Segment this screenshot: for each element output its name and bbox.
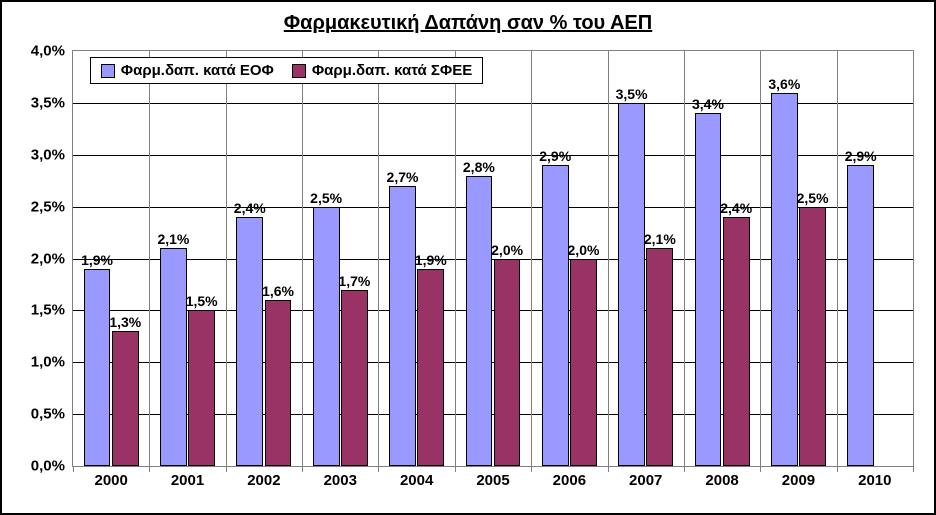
plot-wrapper: Φαρμ.δαπ. κατά ΕΟΦΦαρμ.δαπ. κατά ΣΦΕΕ 0,…: [72, 50, 914, 467]
bar-data-label: 1,3%: [109, 314, 141, 332]
x-tick-label: 2007: [629, 466, 662, 489]
y-tick-label: 0,5%: [31, 406, 73, 423]
bar-data-label: 2,0%: [568, 242, 600, 260]
x-tick-label: 2003: [324, 466, 357, 489]
x-tick-label: 2010: [858, 466, 891, 489]
y-tick-label: 3,0%: [31, 146, 73, 163]
legend-item: Φαρμ.δαπ. κατά ΕΟΦ: [101, 62, 274, 79]
bar: 2,4%: [236, 217, 263, 466]
bar: 1,3%: [112, 331, 139, 466]
x-tick-label: 2002: [247, 466, 280, 489]
bar-data-label: 2,1%: [644, 231, 676, 249]
x-divider: [149, 51, 150, 472]
x-tick-mark: [837, 466, 838, 472]
bar-data-label: 1,9%: [81, 252, 113, 270]
legend-swatch: [101, 64, 115, 78]
bar: 2,5%: [313, 207, 340, 466]
x-tick-label: 2006: [553, 466, 586, 489]
bar: 2,4%: [723, 217, 750, 466]
y-tick-label: 1,0%: [31, 354, 73, 371]
bar: 2,9%: [847, 165, 874, 466]
x-tick-mark: [149, 466, 150, 472]
bar: 2,1%: [160, 248, 187, 466]
bar: 2,8%: [466, 176, 493, 467]
x-tick-mark: [684, 466, 685, 472]
x-tick-label: 2001: [171, 466, 204, 489]
y-tick-label: 4,0%: [31, 43, 73, 60]
x-tick-label: 2005: [476, 466, 509, 489]
bar-data-label: 2,9%: [539, 148, 571, 166]
bar-data-label: 1,9%: [415, 252, 447, 270]
bar-data-label: 2,4%: [234, 200, 266, 218]
bar: 1,6%: [265, 300, 292, 466]
bar-data-label: 2,0%: [491, 242, 523, 260]
bar: 3,6%: [771, 93, 798, 467]
bar-data-label: 1,5%: [186, 293, 218, 311]
bar: 1,7%: [341, 290, 368, 466]
bar: 3,5%: [618, 103, 645, 466]
x-divider: [302, 51, 303, 472]
x-divider: [226, 51, 227, 472]
bar-data-label: 2,8%: [463, 159, 495, 177]
bar-data-label: 2,5%: [310, 190, 342, 208]
x-tick-mark: [73, 466, 74, 472]
legend-item: Φαρμ.δαπ. κατά ΣΦΕΕ: [292, 62, 472, 79]
bar: 2,5%: [799, 207, 826, 466]
x-tick-mark: [226, 466, 227, 472]
x-tick-label: 2008: [705, 466, 738, 489]
bar-data-label: 3,6%: [768, 76, 800, 94]
bar: 2,7%: [389, 186, 416, 466]
x-tick-mark: [378, 466, 379, 472]
bar: 1,9%: [417, 269, 444, 466]
y-tick-label: 1,5%: [31, 302, 73, 319]
bar-data-label: 1,6%: [262, 283, 294, 301]
y-tick-label: 0,0%: [31, 458, 73, 475]
chart-title: Φαρμακευτική Δαπάνη σαν % του ΑΕΠ: [2, 2, 934, 41]
x-tick-label: 2009: [782, 466, 815, 489]
bar-data-label: 2,1%: [157, 231, 189, 249]
plot-area: Φαρμ.δαπ. κατά ΕΟΦΦαρμ.δαπ. κατά ΣΦΕΕ 0,…: [72, 50, 914, 467]
legend: Φαρμ.δαπ. κατά ΕΟΦ Φαρμ.δαπ. κατά ΣΦΕΕ: [90, 57, 483, 84]
x-divider: [760, 51, 761, 472]
x-tick-label: 2004: [400, 466, 433, 489]
y-tick-label: 2,5%: [31, 198, 73, 215]
x-divider: [684, 51, 685, 472]
bar: 2,9%: [542, 165, 569, 466]
x-tick-mark: [913, 466, 914, 472]
bar-data-label: 2,4%: [720, 200, 752, 218]
x-tick-label: 2000: [94, 466, 127, 489]
chart-frame: Φαρμακευτική Δαπάνη σαν % του ΑΕΠ Φαρμ.δ…: [0, 0, 936, 515]
bar-data-label: 2,5%: [797, 190, 829, 208]
y-tick-label: 2,0%: [31, 250, 73, 267]
bar-data-label: 2,9%: [845, 148, 877, 166]
bar: 2,0%: [570, 259, 597, 467]
x-tick-mark: [302, 466, 303, 472]
legend-label: Φαρμ.δαπ. κατά ΣΦΕΕ: [312, 62, 472, 79]
x-divider: [455, 51, 456, 472]
bar: 1,5%: [188, 310, 215, 466]
bar-data-label: 1,7%: [338, 273, 370, 291]
y-tick-label: 3,5%: [31, 94, 73, 111]
bar-data-label: 3,5%: [616, 86, 648, 104]
x-divider: [378, 51, 379, 472]
x-tick-mark: [608, 466, 609, 472]
x-tick-mark: [455, 466, 456, 472]
x-tick-mark: [531, 466, 532, 472]
x-tick-mark: [760, 466, 761, 472]
x-divider: [837, 51, 838, 472]
bar-data-label: 3,4%: [692, 96, 724, 114]
bar-data-label: 2,7%: [387, 169, 419, 187]
bar: 3,4%: [695, 113, 722, 466]
bar: 1,9%: [84, 269, 111, 466]
bar: 2,1%: [646, 248, 673, 466]
legend-swatch: [292, 64, 306, 78]
bar: 2,0%: [494, 259, 521, 467]
x-divider: [531, 51, 532, 472]
x-divider: [608, 51, 609, 472]
legend-label: Φαρμ.δαπ. κατά ΕΟΦ: [121, 62, 274, 79]
